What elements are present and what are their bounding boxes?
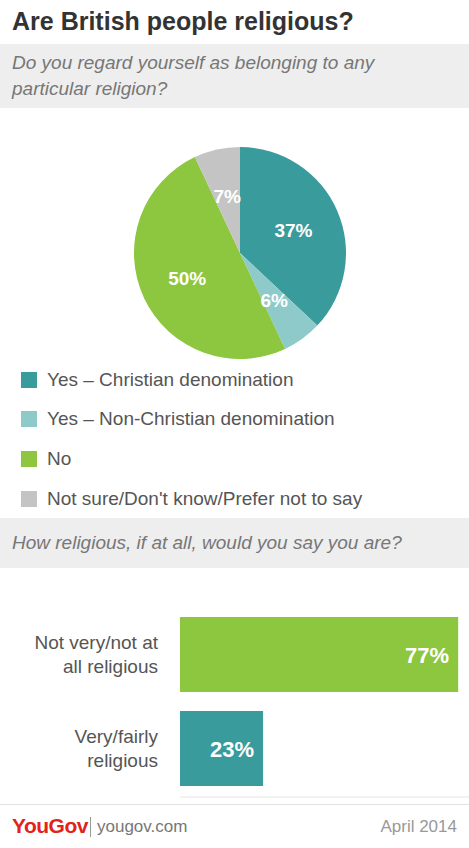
brand: YouGov <box>12 814 88 838</box>
legend-label: Yes – Non-Christian denomination <box>47 407 462 431</box>
data-label: 77% <box>405 643 449 668</box>
chart-subtitle: How religious, if at all, would you say … <box>12 530 457 556</box>
data-label: 50% <box>168 268 206 289</box>
page: 37% 6% 50% 7% 77% 23% Are British people relig… <box>0 0 469 848</box>
bar <box>180 617 458 692</box>
legend-swatch <box>21 411 37 427</box>
bars <box>180 617 458 786</box>
category-label-box: Very/fairly religious <box>8 711 158 786</box>
data-label: 23% <box>210 737 254 762</box>
chart-subtitle: Do you regard yourself as belonging to a… <box>12 50 457 102</box>
data-label: 37% <box>274 220 312 241</box>
title: Are British people religious? <box>12 7 462 36</box>
data-label: 6% <box>261 290 289 311</box>
pie-slices <box>134 147 346 359</box>
legend-swatch <box>21 451 37 467</box>
footer-rule <box>0 804 469 805</box>
legend-swatch <box>21 372 37 388</box>
legend-label: No <box>47 447 462 471</box>
legend-swatch <box>21 491 37 507</box>
legend-label: Yes – Christian denomination <box>47 368 462 392</box>
value-axis <box>180 797 469 798</box>
bar <box>180 711 263 786</box>
footer-divider <box>90 817 91 837</box>
legend-label: Not sure/Don't know/Prefer not to say <box>47 487 462 511</box>
category-label: Not very/not at all religious <box>13 631 158 679</box>
source: yougov.com <box>97 817 187 837</box>
category-label: Very/fairly religious <box>13 725 158 773</box>
date: April 2014 <box>380 817 457 837</box>
category-label-box: Not very/not at all religious <box>8 617 158 692</box>
data-label: 7% <box>214 186 242 207</box>
